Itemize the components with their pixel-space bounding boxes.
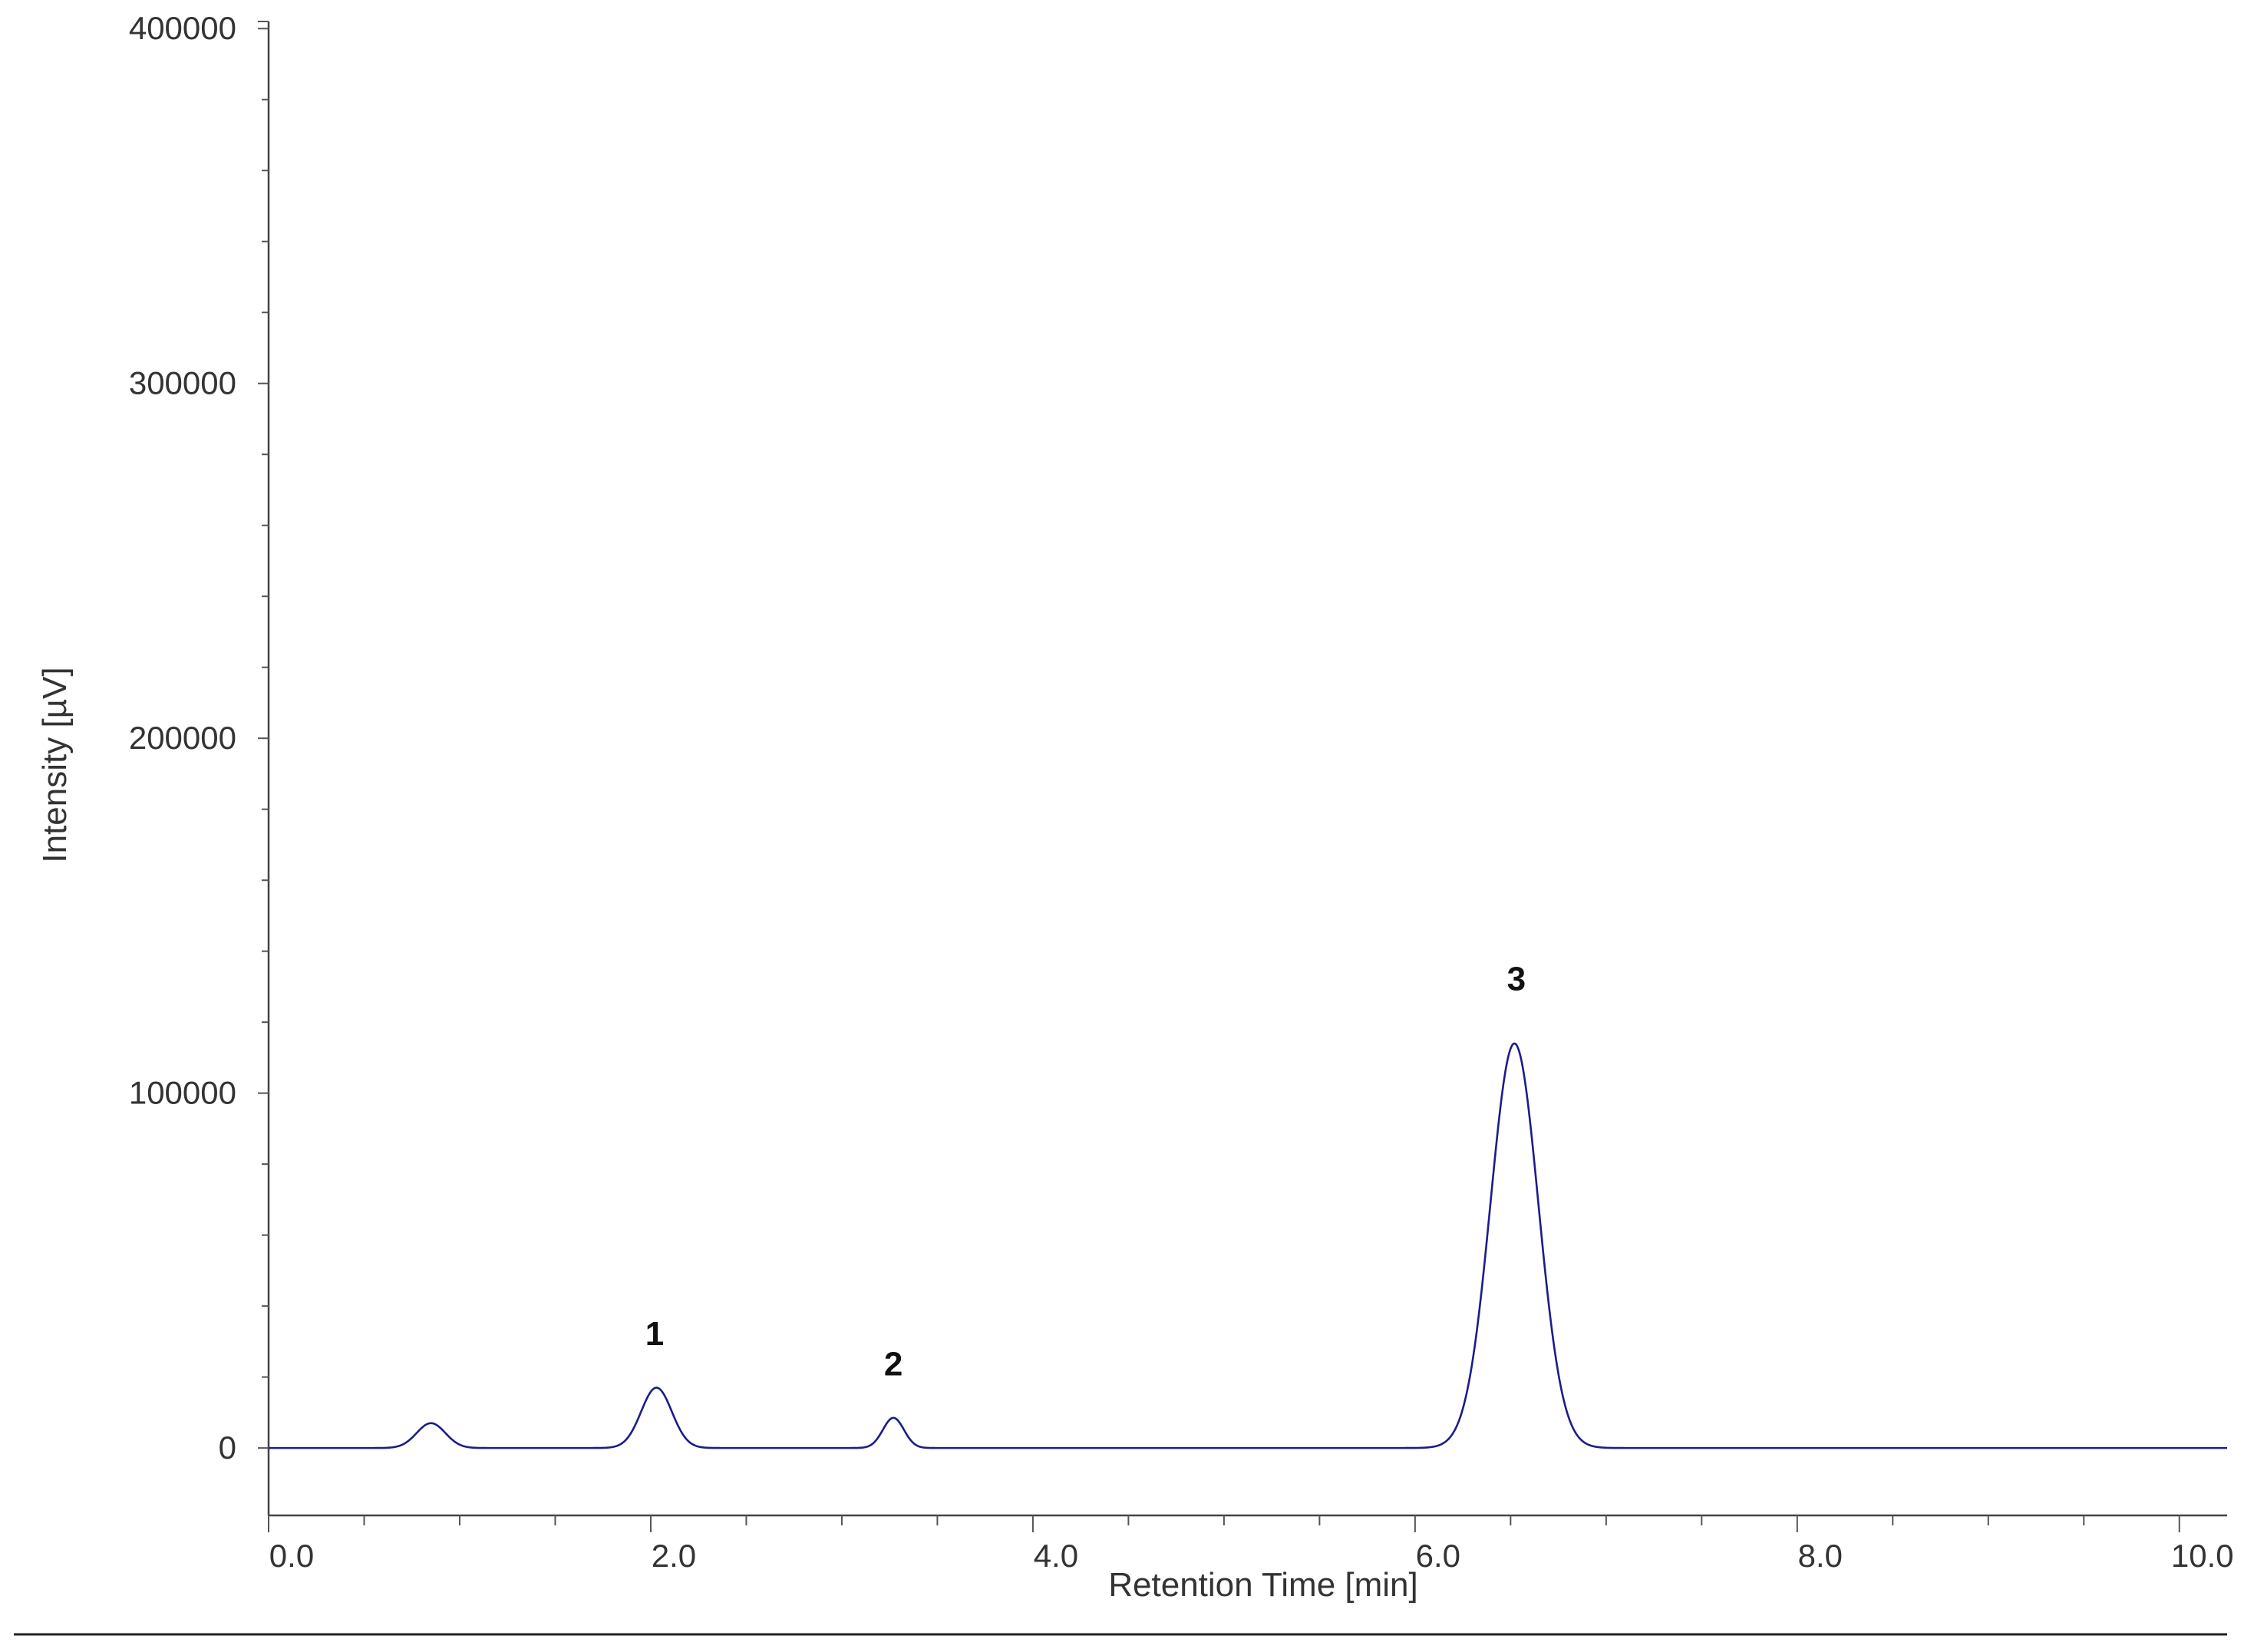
peak-number-label: 2 (884, 1345, 903, 1383)
peak-number-label: 3 (1507, 961, 1526, 998)
y-tick-label: 400000 (129, 10, 236, 46)
peak-number-label: 1 (645, 1315, 664, 1353)
y-tick-label: 100000 (129, 1075, 236, 1111)
x-axis: 0.0 2.0 4.0 6.0 8.0 10.0 (268, 1514, 2234, 1574)
plot-area (269, 1042, 2227, 1449)
x-tick-label: 0.0 (269, 1538, 314, 1574)
y-tick-label: 300000 (129, 365, 236, 401)
x-tick-label: 4.0 (1034, 1538, 1078, 1574)
x-tick-label: 8.0 (1798, 1538, 1843, 1574)
x-tick-label: 10.0 (2171, 1538, 2234, 1574)
peak-annotations: 1 2 3 (645, 961, 1526, 1383)
y-axis: 0 100000 200000 300000 400000 (129, 10, 270, 1515)
x-axis-title: Retention Time [min] (1108, 1566, 1418, 1604)
x-tick-label: 2.0 (652, 1538, 696, 1574)
y-tick-label: 0 (219, 1429, 236, 1466)
chromatogram-trace (269, 1042, 2227, 1449)
y-axis-title: Intensity [µV] (36, 667, 74, 862)
y-tick-label: 200000 (129, 720, 236, 756)
x-tick-label: 6.0 (1416, 1538, 1460, 1574)
